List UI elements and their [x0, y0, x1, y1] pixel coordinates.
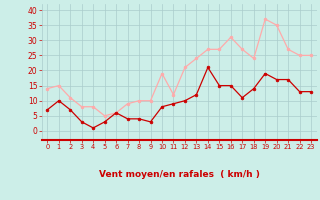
- X-axis label: Vent moyen/en rafales  ( km/h ): Vent moyen/en rafales ( km/h ): [99, 170, 260, 179]
